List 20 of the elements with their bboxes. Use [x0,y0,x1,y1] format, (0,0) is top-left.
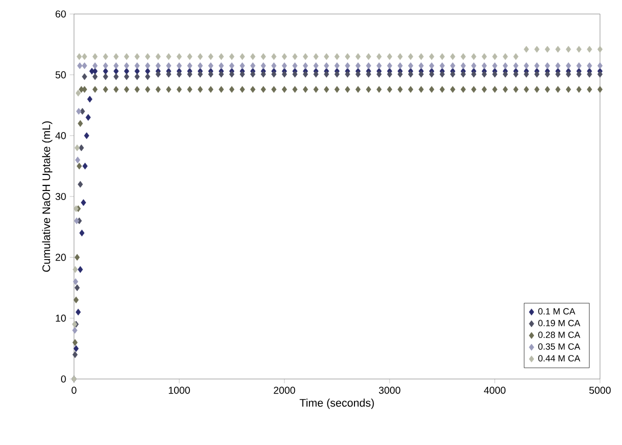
x-axis-title: Time (seconds) [300,398,374,409]
y-axis-title: Cumulative NaOH Uptake (mL) [42,121,52,272]
y-tick-label: 20 [56,254,66,261]
x-tick-label: 1000 [168,386,190,394]
y-tick-label: 0 [61,375,66,383]
legend-label: 0.19 M CA [538,320,580,326]
x-tick-label: 0 [72,386,76,394]
y-tick-label: 40 [55,132,66,140]
x-tick-label: 2000 [274,386,296,394]
y-tick-label: 30 [56,192,66,200]
legend-label: 0.28 M CA [538,332,580,338]
legend-label: 0.1 M CA [538,308,576,314]
y-tick-label: 60 [56,10,66,18]
y-tick-label: 10 [56,314,66,322]
legend-label: 0.35 M CA [538,343,580,350]
y-tick-label: 50 [56,71,66,78]
x-tick-label: 5000 [589,386,611,394]
x-tick-label: 4000 [484,386,506,394]
legend-label: 0.44 M CA [538,355,580,362]
x-tick-label: 3000 [378,386,400,394]
